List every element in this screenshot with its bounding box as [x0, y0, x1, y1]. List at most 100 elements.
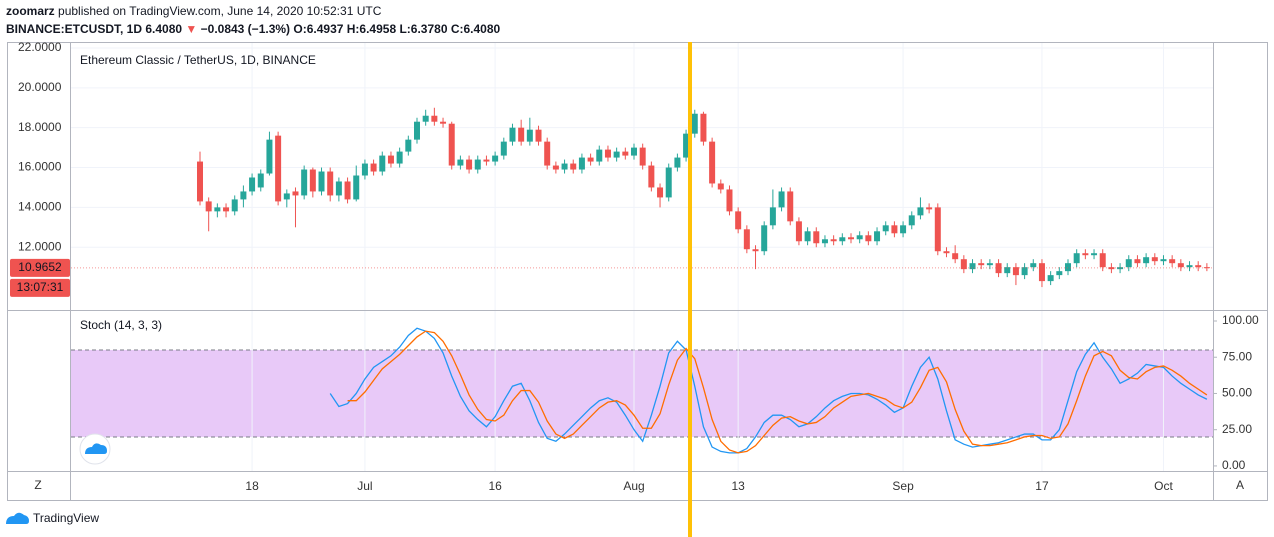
candle-body [813, 231, 820, 244]
candle-body [856, 235, 863, 240]
candle-body [275, 135, 282, 202]
y-tick-label: 20.0000 [18, 80, 62, 94]
candle-body [960, 259, 967, 270]
candle-body [622, 151, 629, 156]
x-tick-label: Oct [1154, 479, 1173, 493]
candle-body [848, 237, 854, 240]
y-tick-label: 12.0000 [18, 239, 62, 253]
countdown-label: 13:07:31 [17, 280, 64, 294]
candle-body [1065, 263, 1071, 272]
candle-body [1038, 263, 1045, 282]
candle-body [683, 133, 690, 158]
candle-body [969, 263, 976, 270]
candle-body [1160, 259, 1167, 262]
candle-body [457, 159, 464, 166]
x-tick-label: 13 [731, 479, 745, 493]
candle-body [1125, 259, 1132, 268]
candle-body [1047, 275, 1054, 282]
candle-body [839, 237, 846, 242]
candle-body [1012, 267, 1019, 276]
y-tick-label: 16.0000 [18, 160, 62, 174]
frame-border [7, 42, 1268, 501]
ohlc: O:6.4937 H:6.4958 L:6.3780 C:6.4080 [293, 22, 500, 36]
candle-body [335, 181, 342, 196]
y-tick-label: 22.0000 [18, 40, 62, 54]
change-arrow: ▼ [185, 22, 197, 36]
candle-body [1004, 267, 1011, 274]
candle-body [257, 173, 264, 188]
candle-body [821, 239, 828, 244]
candle-body [1177, 263, 1184, 268]
candle-body [691, 113, 698, 134]
candle-body [249, 177, 256, 192]
footer-cloud [6, 512, 29, 524]
candle-body [526, 129, 533, 142]
a-button[interactable] [1228, 476, 1252, 496]
candle-body [474, 159, 481, 170]
candle-body [1134, 259, 1141, 264]
candle-body [327, 171, 334, 196]
candle-body [1117, 267, 1124, 270]
candle-body [761, 225, 768, 252]
candle-body [361, 163, 368, 176]
candle-body [674, 157, 681, 168]
candle-body [518, 127, 525, 142]
stoch-logo [79, 433, 111, 465]
price: 6.4080 [145, 22, 182, 36]
candle-body [535, 129, 542, 142]
candle-body [483, 159, 490, 162]
candle-body [1099, 253, 1106, 268]
candle-body [613, 151, 620, 158]
candle-body [309, 169, 316, 192]
candle-body [804, 231, 811, 242]
y-tick-label: 18.0000 [18, 120, 62, 134]
x-tick-label: 18 [245, 479, 259, 493]
candle-body [587, 157, 594, 162]
candle-body [396, 151, 403, 164]
candle-body [231, 199, 238, 212]
symbol-line: BINANCE:ETCUSDT, 1D 6.4080 ▼ −0.0843 (−1… [6, 22, 501, 36]
x-tick-label: Aug [623, 479, 644, 493]
candle-body [830, 239, 837, 242]
candle-body [440, 121, 447, 124]
chart-layer: 12.0000 14.0000 16.0000 18.0000 20.0000 22.00… [10, 40, 1259, 493]
published: published on TradingView.com, June 14, 2… [58, 4, 382, 18]
candle-body [1151, 257, 1158, 262]
candle-body [604, 149, 611, 158]
candle-body [214, 207, 221, 212]
candle-body [552, 165, 559, 170]
candle-body [544, 141, 551, 166]
candle-body [1203, 267, 1210, 269]
candle-body [778, 191, 785, 208]
candle-body [301, 169, 308, 196]
candle-body [1082, 253, 1089, 256]
candle-body [414, 121, 420, 140]
candle-body [917, 207, 924, 216]
candle-body [657, 187, 664, 198]
candle-body [431, 115, 438, 122]
candle-body [387, 155, 394, 164]
a-button-label[interactable]: A [1236, 478, 1244, 492]
candle-body [205, 201, 212, 212]
publish-line: zoomarz published on TradingView.com, Ju… [6, 4, 382, 18]
candle-body [1186, 265, 1193, 268]
candle-body [1143, 257, 1150, 264]
z-button-label[interactable]: Z [34, 478, 41, 492]
z-button[interactable] [26, 476, 50, 496]
candle-body [223, 207, 230, 212]
candle-body [717, 183, 724, 190]
candle-body [874, 231, 881, 242]
y-tick-label: 25.00 [1222, 422, 1252, 436]
candle-body [743, 229, 750, 250]
x-tick-label: 16 [488, 479, 502, 493]
last-price-box [10, 258, 70, 277]
x-tick-label: Jul [357, 479, 372, 493]
candle-body [882, 225, 889, 232]
candle-body [1021, 267, 1028, 276]
candle-body [1169, 259, 1176, 264]
candle-body [1091, 253, 1098, 256]
candle-body [787, 191, 794, 222]
footer-brand: TradingView [33, 511, 99, 525]
candle-body [240, 191, 247, 200]
